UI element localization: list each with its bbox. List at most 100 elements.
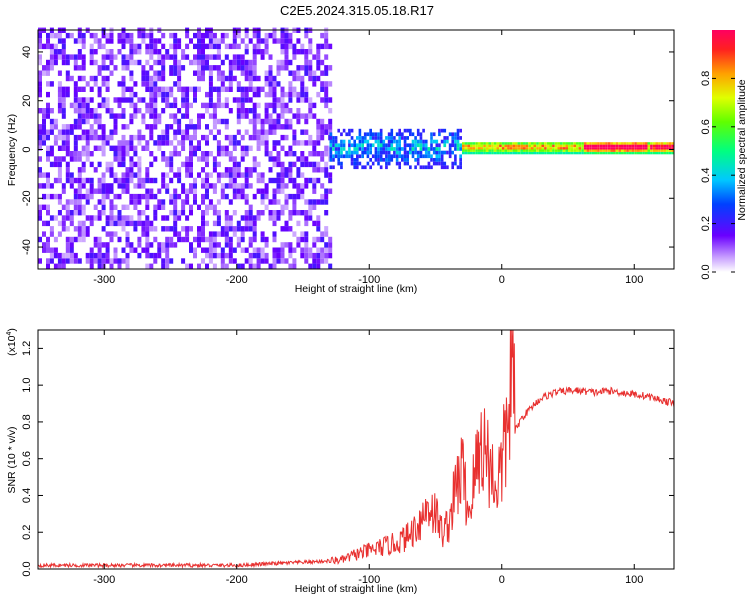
heatmap-cell: [197, 118, 201, 125]
heatmap-cell: [395, 150, 399, 155]
heatmap-cell: [89, 108, 94, 114]
heatmap-cell: [61, 43, 66, 50]
heatmap-cell: [296, 183, 301, 189]
heatmap-cell: [668, 147, 672, 150]
heatmap-cell: [647, 147, 651, 150]
heatmap-cell: [121, 65, 126, 71]
heatmap-cell: [615, 142, 619, 145]
heatmap-cell: [73, 102, 78, 109]
heatmap-cell: [554, 144, 558, 147]
heatmap-cell: [42, 113, 46, 119]
heatmap-cell: [517, 149, 521, 152]
heatmap-cell: [663, 151, 667, 155]
heatmap-cell: [169, 32, 174, 39]
heatmap-cell: [244, 151, 249, 157]
heatmap-cell: [652, 147, 656, 150]
heatmap-cell: [385, 150, 388, 155]
heatmap-cell: [496, 149, 499, 152]
heatmap-cell: [189, 38, 193, 44]
heatmap-cell: [304, 49, 309, 55]
heatmap-cell: [97, 124, 102, 130]
heatmap-cell: [448, 132, 452, 137]
heatmap-cell: [597, 142, 600, 145]
heatmap-cell: [272, 118, 277, 125]
heatmap-cell: [149, 177, 154, 184]
heatmap-cell: [264, 113, 269, 119]
heatmap-cell: [517, 142, 521, 145]
heatmap-cell: [141, 65, 146, 71]
heatmap-cell: [549, 147, 553, 150]
heatmap-cell: [280, 108, 285, 114]
heatmap-cell: [446, 136, 449, 140]
y-tick-label: 0.2: [21, 525, 33, 540]
heatmap-cell: [93, 32, 98, 39]
heatmap-cell: [470, 151, 473, 155]
heatmap-cell: [85, 226, 90, 232]
heatmap-cell: [248, 236, 253, 243]
heatmap-cell: [312, 113, 317, 119]
heatmap-cell: [189, 204, 193, 210]
heatmap-cell: [228, 75, 233, 82]
heatmap-cell: [145, 70, 150, 76]
heatmap-cell: [125, 38, 130, 44]
heatmap-cell: [320, 258, 325, 264]
heatmap-cell: [121, 220, 126, 227]
heatmap-cell: [125, 177, 130, 184]
heatmap-cell: [520, 144, 523, 147]
heatmap-cell: [276, 156, 281, 162]
heatmap-cell: [129, 97, 134, 103]
heatmap-cell: [61, 113, 66, 119]
heatmap-cell: [276, 252, 281, 259]
heatmap-cell: [304, 183, 309, 189]
heatmap-cell: [296, 188, 301, 194]
heatmap-cell: [379, 128, 383, 133]
heatmap-cell: [268, 75, 273, 82]
colorbar-tick-label: 0.4: [700, 168, 712, 183]
heatmap-cell: [544, 142, 547, 145]
heatmap-cell: [438, 150, 441, 155]
heatmap-cell: [248, 134, 253, 141]
heatmap-cell: [93, 81, 98, 87]
heatmap-cell: [205, 161, 209, 168]
heatmap-cell: [300, 43, 305, 50]
heatmap-cell: [406, 150, 409, 155]
heatmap-cell: [363, 139, 367, 144]
heatmap-cell: [65, 129, 70, 135]
heatmap-cell: [292, 91, 297, 98]
heatmap-cell: [256, 129, 261, 135]
heatmap-cell: [650, 149, 653, 152]
heatmap-cell: [316, 140, 321, 146]
heatmap-cell: [356, 158, 359, 162]
heatmap-cell: [576, 147, 579, 150]
heatmap-cell: [538, 147, 542, 150]
heatmap-cell: [256, 215, 261, 221]
heatmap-cell: [244, 86, 249, 92]
heatmap-cell: [189, 102, 193, 109]
heatmap-cell: [312, 70, 317, 76]
heatmap-cell: [602, 149, 606, 152]
heatmap-cell: [268, 199, 273, 205]
heatmap-cell: [97, 91, 102, 98]
heatmap-cell: [49, 193, 54, 200]
heatmap-cell: [467, 147, 470, 150]
heatmap-cell: [129, 145, 134, 151]
heatmap-cell: [358, 161, 362, 166]
heatmap-cell: [81, 97, 86, 103]
heatmap-cell: [264, 43, 269, 50]
heatmap-cell: [320, 252, 325, 259]
heatmap-cell: [232, 258, 237, 264]
heatmap-cell: [105, 108, 110, 114]
heatmap-cell: [216, 242, 221, 248]
heatmap-cell: [65, 215, 70, 221]
heatmap-cell: [671, 151, 674, 155]
heatmap-cell: [232, 134, 237, 141]
heatmap-cell: [161, 43, 166, 50]
heatmap-cell: [296, 97, 301, 103]
heatmap-cell: [523, 151, 526, 155]
heatmap-cell: [451, 150, 454, 155]
heatmap-cell: [568, 147, 571, 150]
heatmap-cell: [312, 242, 317, 248]
heatmap-cell: [256, 161, 261, 168]
heatmap-cell: [77, 75, 82, 82]
